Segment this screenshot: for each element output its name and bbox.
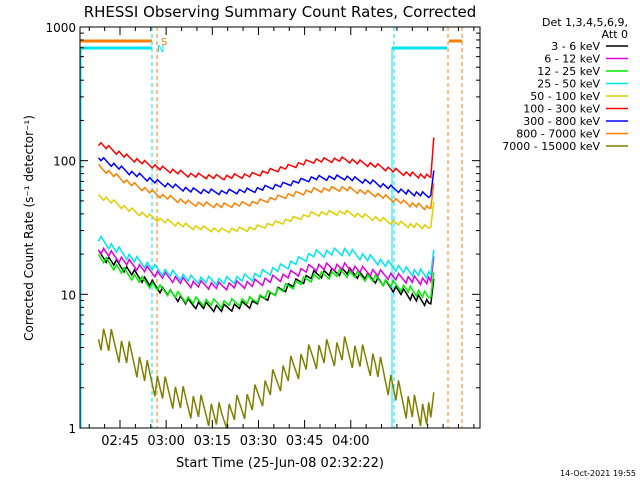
legend-label: 300 - 800 keV (523, 115, 600, 128)
series-line-4 (97, 194, 435, 234)
x-tick-label: 03:00 (147, 434, 184, 449)
plot-area: SN (80, 27, 463, 429)
legend-label: 3 - 6 keV (551, 40, 600, 53)
x-tick-label: 02:45 (101, 434, 138, 449)
x-tick-label: 03:30 (240, 434, 277, 449)
legend-header-2: Att 0 (602, 28, 628, 41)
saa-flag-label: S (161, 37, 167, 48)
legend-label: 50 - 100 keV (530, 90, 600, 103)
legend-label: 100 - 300 keV (523, 103, 600, 116)
legend-label: 25 - 50 keV (537, 78, 600, 91)
x-tick-label: 03:45 (286, 434, 323, 449)
series-line-8 (97, 328, 435, 429)
plot-frame (79, 26, 481, 429)
legend-header-1: Det 1,3,4,5,6,9, (542, 16, 628, 29)
x-axis-label: Start Time (25-Jun-08 02:32:22) (176, 456, 384, 471)
series-line-6 (97, 156, 435, 199)
chart-title: RHESSI Observing Summary Count Rates, Co… (84, 3, 477, 21)
series-line-2 (97, 254, 435, 310)
series-line-7 (97, 163, 435, 211)
legend-label: 800 - 7000 keV (516, 128, 600, 141)
x-tick-label: 04:00 (332, 434, 369, 449)
series-line-1 (97, 246, 435, 292)
y-tick-label: 100 (53, 155, 76, 169)
footer-date: 14-Oct-2021 19:55 (560, 469, 636, 478)
legend-label: 7000 - 15000 keV (502, 140, 600, 153)
legend-label: 6 - 12 keV (544, 53, 600, 66)
series-line-0 (97, 249, 435, 313)
x-axis: 02:45 03:00 03:15 03:30 03:45 04:00 (88, 27, 475, 449)
night-flag-label: N (157, 44, 164, 55)
y-tick-label: 1000 (45, 21, 76, 35)
y-axis: 1 10 100 1000 (45, 21, 480, 436)
x-tick-label: 03:15 (194, 434, 231, 449)
series-line-3 (97, 234, 435, 287)
legend-label: 12 - 25 keV (537, 65, 600, 78)
y-tick-label: 10 (61, 288, 76, 302)
y-tick-label: 1 (68, 422, 76, 436)
y-axis-label: Corrected Count Rate (s⁻¹ detector⁻¹) (22, 115, 36, 341)
series-line-5 (97, 137, 435, 181)
